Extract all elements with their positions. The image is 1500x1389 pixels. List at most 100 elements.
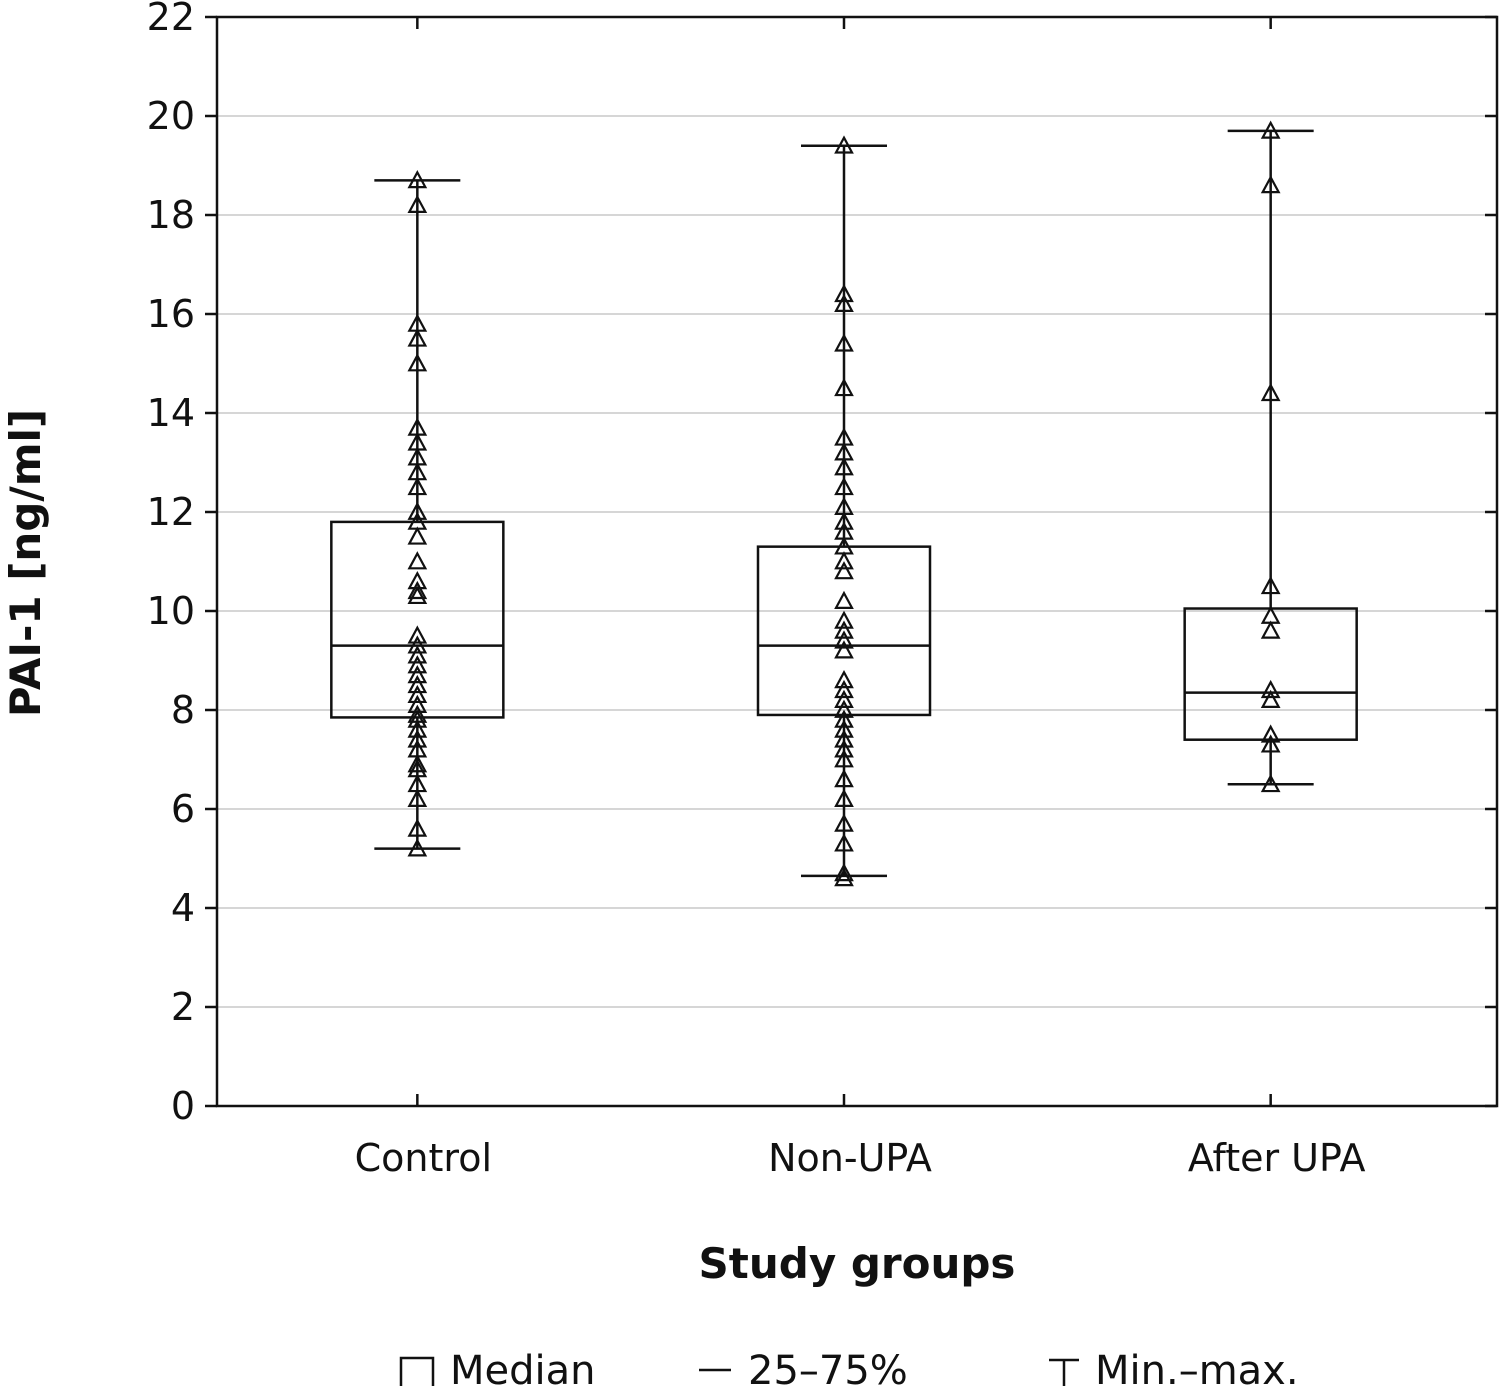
data-point: [834, 620, 854, 639]
data-point: [407, 729, 428, 748]
legend-minmax-symbol: [1049, 1358, 1079, 1386]
ytick-label-6: 6: [171, 787, 195, 831]
data-point: [1260, 605, 1281, 624]
data-point: [407, 665, 428, 684]
points-2: [1260, 120, 1281, 793]
data-point: [1260, 174, 1281, 194]
data-point: [407, 432, 428, 451]
data-point: [834, 293, 854, 312]
data-point: [834, 729, 854, 748]
data-point: [407, 759, 428, 778]
data-point: [834, 833, 854, 852]
ytick-label-16: 16: [147, 292, 195, 336]
data-point: [407, 645, 428, 664]
data-point: [834, 739, 854, 758]
data-point: [834, 333, 854, 352]
ytick-label-0: 0: [171, 1084, 195, 1128]
data-point: [834, 699, 854, 718]
legend-label-median: Median: [450, 1348, 596, 1389]
boxes: [330, 129, 1358, 878]
data-point: [407, 526, 428, 545]
data-point: [1260, 773, 1281, 793]
data-point: [407, 417, 428, 436]
data-point: [834, 679, 854, 699]
data-point: [834, 427, 854, 446]
data-point: [834, 590, 854, 609]
iqr-box-1: [756, 545, 932, 717]
points-1: [834, 135, 854, 887]
data-point: [407, 570, 428, 590]
data-point: [834, 689, 854, 708]
data-point: [834, 521, 854, 540]
data-point: [1260, 679, 1281, 699]
legend-entry-median: Median: [399, 1348, 596, 1389]
ytick-label-12: 12: [147, 490, 195, 534]
data-point: [407, 818, 428, 837]
data-point: [1260, 724, 1281, 743]
data-point: [407, 501, 428, 520]
ytick-label-22: 22: [147, 0, 195, 39]
data-point: [407, 754, 428, 773]
data-point: [834, 719, 854, 738]
y-axis-ticks: 0 2 4 6 8 10 12 14 16 18 20 22: [147, 0, 1497, 1128]
data-point: [834, 813, 854, 832]
legend-median-symbol: [399, 1356, 435, 1386]
legend-label-quartiles: 25–75%: [748, 1348, 908, 1389]
ytick-label-2: 2: [171, 985, 195, 1029]
x-axis-ticks: Control Non-UPA After UPA: [355, 17, 1366, 1180]
data-point: [407, 704, 428, 723]
xtick-label-2: After UPA: [1188, 1136, 1366, 1180]
data-point: [407, 551, 428, 570]
data-point: [407, 773, 428, 793]
ytick-label-18: 18: [147, 193, 195, 237]
plot-frame: [215, 15, 1499, 1108]
data-point: [834, 640, 854, 659]
data-point: [834, 749, 854, 768]
xtick-label-1: Non-UPA: [768, 1136, 932, 1180]
data-point: [407, 328, 428, 347]
x-axis-title: Study groups: [699, 1239, 1016, 1288]
legend: Median 25–75% Min.–max.: [399, 1348, 1299, 1389]
legend-label-minmax: Min.–max.: [1095, 1348, 1299, 1389]
data-point: [834, 476, 854, 496]
ytick-label-4: 4: [171, 886, 195, 930]
ytick-label-20: 20: [147, 94, 195, 138]
data-point: [834, 536, 854, 555]
data-point: [834, 135, 854, 154]
data-point: [407, 788, 428, 807]
gridlines: [217, 115, 1497, 1008]
data-point: [407, 476, 428, 496]
data-point: [407, 719, 428, 738]
data-point: [834, 457, 854, 476]
data-point: [834, 561, 854, 580]
data-point: [834, 630, 854, 649]
data-point: [834, 283, 854, 303]
data-point: [834, 867, 854, 887]
data-point: [407, 684, 428, 704]
data-point: [407, 585, 428, 605]
ytick-label-14: 14: [147, 391, 195, 435]
data-point: [834, 610, 854, 629]
data-point: [407, 170, 428, 189]
data-point: [407, 353, 428, 372]
data-point: [834, 377, 854, 397]
data-point: [407, 655, 428, 674]
data-point: [834, 768, 854, 788]
data-points: [407, 120, 1281, 887]
legend-entry-quartiles: 25–75%: [699, 1348, 908, 1389]
data-point: [407, 447, 428, 466]
data-point: [407, 739, 428, 758]
data-point: [407, 635, 428, 654]
data-point: [407, 674, 428, 694]
data-point: [407, 694, 428, 713]
data-point: [1260, 575, 1281, 595]
data-point: [1260, 734, 1281, 753]
iqr-box-0: [330, 520, 505, 719]
data-point: [407, 462, 428, 481]
data-point: [834, 551, 854, 570]
data-point: [1260, 120, 1281, 139]
data-point: [834, 709, 854, 728]
ytick-label-10: 10: [147, 589, 195, 633]
data-point: [834, 669, 854, 689]
